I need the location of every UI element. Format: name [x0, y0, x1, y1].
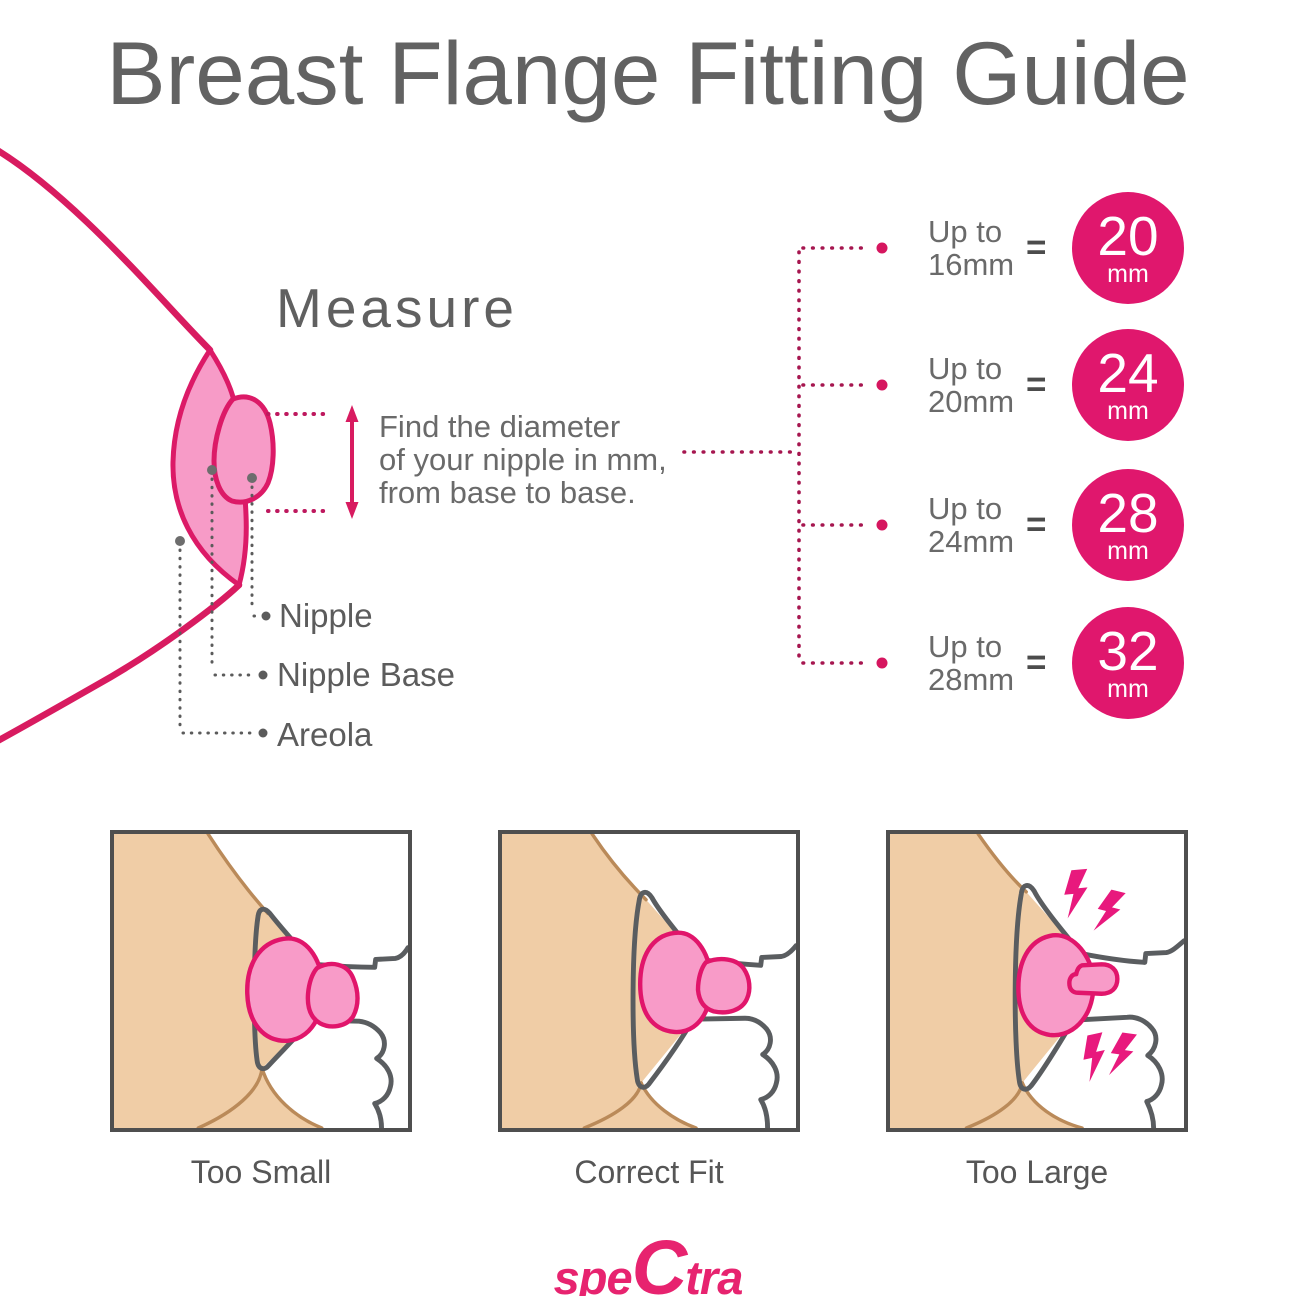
anatomy-leader-lines	[178, 477, 261, 735]
range-line: Up to	[928, 491, 1003, 526]
nipple-base-label: Nipple Base	[277, 656, 455, 693]
breast-outline	[0, 148, 243, 744]
instruction-line: Find the diameter	[379, 409, 621, 444]
flange-size-value: 24	[1097, 341, 1159, 404]
size-row-range: Up to 20mm	[928, 352, 1058, 418]
logo-prefix: spe	[553, 1251, 633, 1296]
correct-fit-label: Correct Fit	[574, 1154, 724, 1190]
measure-instruction: Find the diameter of your nipple in mm, …	[379, 410, 667, 509]
too-large-illustration	[890, 834, 1184, 1128]
logo-suffix: tra	[685, 1251, 743, 1296]
nipple-shape	[211, 394, 276, 505]
pain-lightning-icon	[1064, 868, 1137, 1082]
too-small-illustration	[114, 834, 408, 1128]
flange-size-unit: mm	[1107, 396, 1149, 425]
flange-size-badge: 24 mm	[1072, 329, 1184, 441]
anatomy-point-dots	[175, 465, 257, 546]
range-line: Up to	[928, 214, 1003, 249]
too-small-label: Too Small	[190, 1154, 332, 1190]
too-large-label: Too Large	[965, 1154, 1109, 1190]
logo-emphasis: C	[631, 1225, 688, 1296]
instruction-line: of your nipple in mm,	[379, 442, 667, 477]
flange-size-value: 20	[1097, 204, 1159, 267]
flange-size-unit: mm	[1107, 536, 1149, 565]
size-row-range: Up to 28mm	[928, 630, 1058, 696]
range-line: Up to	[928, 351, 1003, 386]
equals-sign: =	[1026, 365, 1047, 404]
flange-size-badge: 28 mm	[1072, 469, 1184, 581]
measurement-arrow	[345, 405, 359, 519]
page-title: Breast Flange Fitting Guide	[106, 23, 1190, 123]
equals-sign: =	[1026, 643, 1047, 682]
range-line: 28mm	[928, 662, 1015, 697]
range-line: 16mm	[928, 247, 1015, 282]
flange-size-unit: mm	[1107, 674, 1149, 703]
correct-fit-illustration	[502, 834, 796, 1128]
fit-panel-correct-fit	[498, 830, 800, 1132]
areola-label: Areola	[277, 716, 373, 753]
instruction-line: from base to base.	[379, 475, 636, 510]
flange-size-value: 32	[1097, 619, 1159, 682]
flange-size-value: 28	[1097, 481, 1159, 544]
spectra-logo: speCtra	[0, 1224, 1296, 1296]
range-line: Up to	[928, 629, 1003, 664]
flange-size-unit: mm	[1107, 259, 1149, 288]
size-chart-connector-dots	[876, 242, 888, 669]
anatomy-leader-end-dots	[258, 611, 271, 738]
range-line: 20mm	[928, 384, 1015, 419]
flange-size-badge: 20 mm	[1072, 192, 1184, 304]
size-row-range: Up to 24mm	[928, 492, 1058, 558]
fit-panel-too-large	[886, 830, 1188, 1132]
fit-panel-too-small	[110, 830, 412, 1132]
flange-size-badge: 32 mm	[1072, 607, 1184, 719]
size-row-range: Up to 16mm	[928, 215, 1058, 281]
nipple-label: Nipple	[279, 597, 373, 634]
measurement-dotted-lines	[266, 412, 332, 513]
equals-sign: =	[1026, 505, 1047, 544]
size-chart-connectors	[682, 246, 872, 665]
equals-sign: =	[1026, 228, 1047, 267]
measure-heading: Measure	[276, 277, 518, 339]
range-line: 24mm	[928, 524, 1015, 559]
